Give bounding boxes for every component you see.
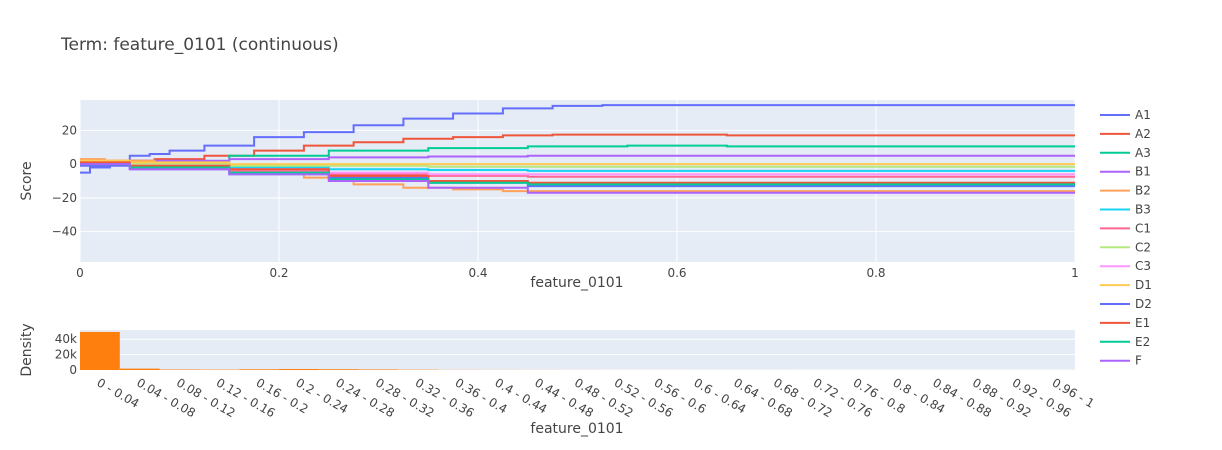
legend-label: A2 [1135, 127, 1151, 141]
score-y-tick-label: 20 [62, 123, 77, 137]
legend-label: D1 [1135, 278, 1152, 292]
legend-label: E2 [1135, 335, 1150, 349]
legend-label: B3 [1135, 203, 1151, 217]
legend-label: A1 [1135, 108, 1151, 122]
density-bars [80, 331, 1075, 370]
density-bar [279, 369, 319, 370]
density-plot-background [80, 330, 1075, 370]
density-bar [358, 369, 399, 370]
series-line-f [80, 163, 1075, 194]
chart-title: Term: feature_0101 (continuous) [60, 35, 339, 55]
density-bar [80, 331, 120, 370]
density-bar [239, 369, 279, 370]
score-y-ticks: −40 −20 0 20 [52, 123, 77, 238]
series-line-e2 [80, 163, 1075, 186]
series-line-c2 [80, 163, 1075, 168]
score-x-tick-label: 0 [76, 266, 84, 280]
score-y-tick-label: 0 [69, 157, 77, 171]
density-y-tick-label: 20k [55, 348, 77, 362]
score-y-tick-label: −20 [52, 191, 77, 205]
legend-label: C3 [1135, 259, 1151, 273]
score-x-tick-label: 1 [1071, 266, 1079, 280]
series-line-a2 [80, 133, 1075, 164]
density-x-ticks: 0 - 0.040.04 - 0.080.08 - 0.120.12 - 0.1… [94, 375, 1096, 420]
score-plot-lines [80, 104, 1075, 194]
series-line-a1 [80, 104, 1075, 174]
score-x-axis-title: feature_0101 [530, 275, 623, 291]
density-y-tick-label: 0 [69, 363, 77, 377]
density-y-axis-title: Density [19, 323, 35, 376]
density-x-tick-label: 0 - 0.04 [94, 375, 141, 410]
density-y-tick-label: 40k [55, 332, 77, 346]
density-bar [318, 369, 359, 370]
legend-label: D2 [1135, 297, 1152, 311]
score-y-axis-title: Score [19, 161, 35, 200]
legend: A1 A2 A3 B1 B2 B3 C1 C2 C3 D1 D2 E1 E2 F [1100, 108, 1152, 368]
density-x-axis-title: feature_0101 [530, 421, 623, 437]
score-plot-background [80, 100, 1075, 262]
score-x-tick-label: 0.4 [468, 266, 487, 280]
score-x-ticks: 0 0.2 0.4 0.6 0.8 1 [76, 266, 1079, 280]
series-line-d1 [80, 159, 1075, 166]
legend-label: C2 [1135, 240, 1151, 254]
legend-label: B2 [1135, 184, 1151, 198]
score-x-tick-label: 0.8 [866, 266, 885, 280]
density-bar [119, 368, 160, 370]
score-x-tick-label: 0.6 [667, 266, 686, 280]
score-x-tick-label: 0.2 [269, 266, 288, 280]
legend-label: E1 [1135, 316, 1150, 330]
series-line-e1 [80, 161, 1075, 184]
legend-label: C1 [1135, 221, 1151, 235]
legend-label: A3 [1135, 146, 1151, 160]
series-line-b1 [80, 154, 1075, 164]
legend-label: F [1135, 354, 1142, 368]
score-y-tick-label: −40 [52, 225, 77, 239]
legend-label: B1 [1135, 165, 1151, 179]
